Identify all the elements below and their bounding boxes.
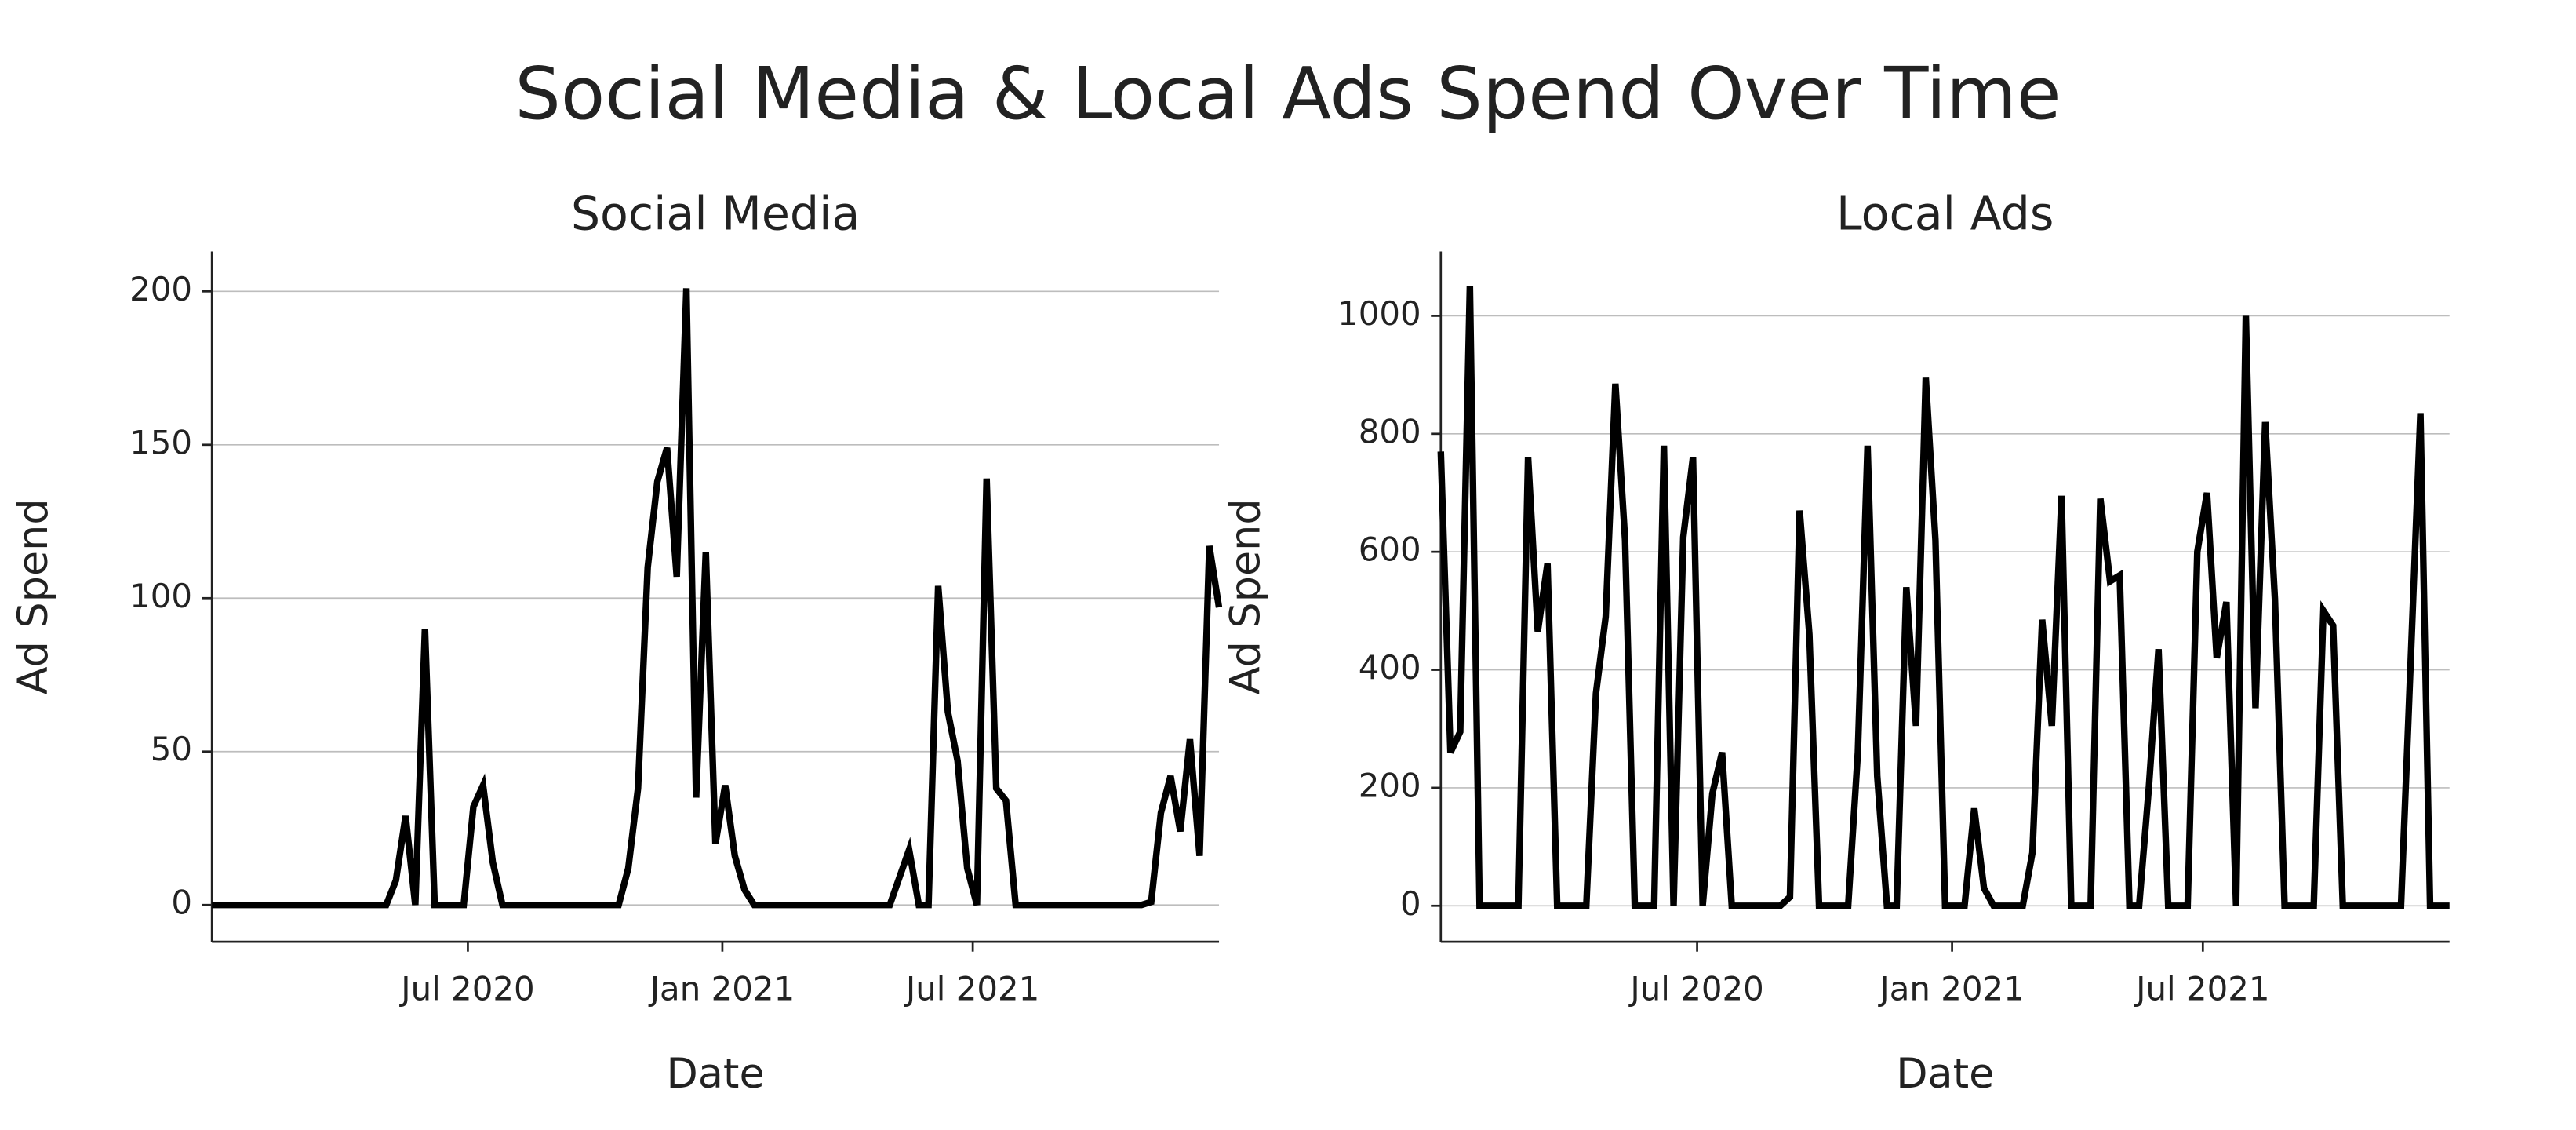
y-tick-label: 150 bbox=[129, 423, 192, 461]
chart-title: Social Media & Local Ads Spend Over Time bbox=[515, 51, 2061, 136]
subplot-title: Local Ads bbox=[1836, 188, 2054, 241]
subplot-title: Social Media bbox=[571, 188, 860, 241]
x-tick-label: Jul 2020 bbox=[1628, 969, 1763, 1008]
x-tick-label: Jan 2021 bbox=[648, 969, 795, 1008]
y-axis-label: Ad Spend bbox=[9, 498, 57, 694]
x-axis-label: Date bbox=[667, 1050, 765, 1098]
y-tick-label: 200 bbox=[129, 270, 192, 308]
y-tick-label: 1000 bbox=[1337, 294, 1421, 333]
x-tick-label: Jul 2021 bbox=[904, 969, 1039, 1008]
data-line bbox=[212, 288, 1223, 909]
x-axis-label: Date bbox=[1896, 1050, 1994, 1098]
y-tick-label: 0 bbox=[171, 884, 192, 922]
y-tick-label: 50 bbox=[151, 730, 192, 768]
y-tick-label: 800 bbox=[1359, 412, 1421, 450]
y-tick-label: 600 bbox=[1359, 530, 1421, 569]
y-tick-label: 100 bbox=[129, 577, 192, 615]
data-line bbox=[1437, 286, 2450, 909]
y-axis-label: Ad Spend bbox=[1222, 498, 1270, 694]
y-tick-label: 0 bbox=[1400, 884, 1421, 923]
y-tick-label: 400 bbox=[1359, 648, 1421, 687]
y-tick-label: 200 bbox=[1359, 766, 1421, 804]
x-tick-label: Jul 2020 bbox=[398, 969, 534, 1008]
x-tick-label: Jul 2021 bbox=[2134, 969, 2269, 1008]
x-tick-label: Jan 2021 bbox=[1877, 969, 2024, 1008]
